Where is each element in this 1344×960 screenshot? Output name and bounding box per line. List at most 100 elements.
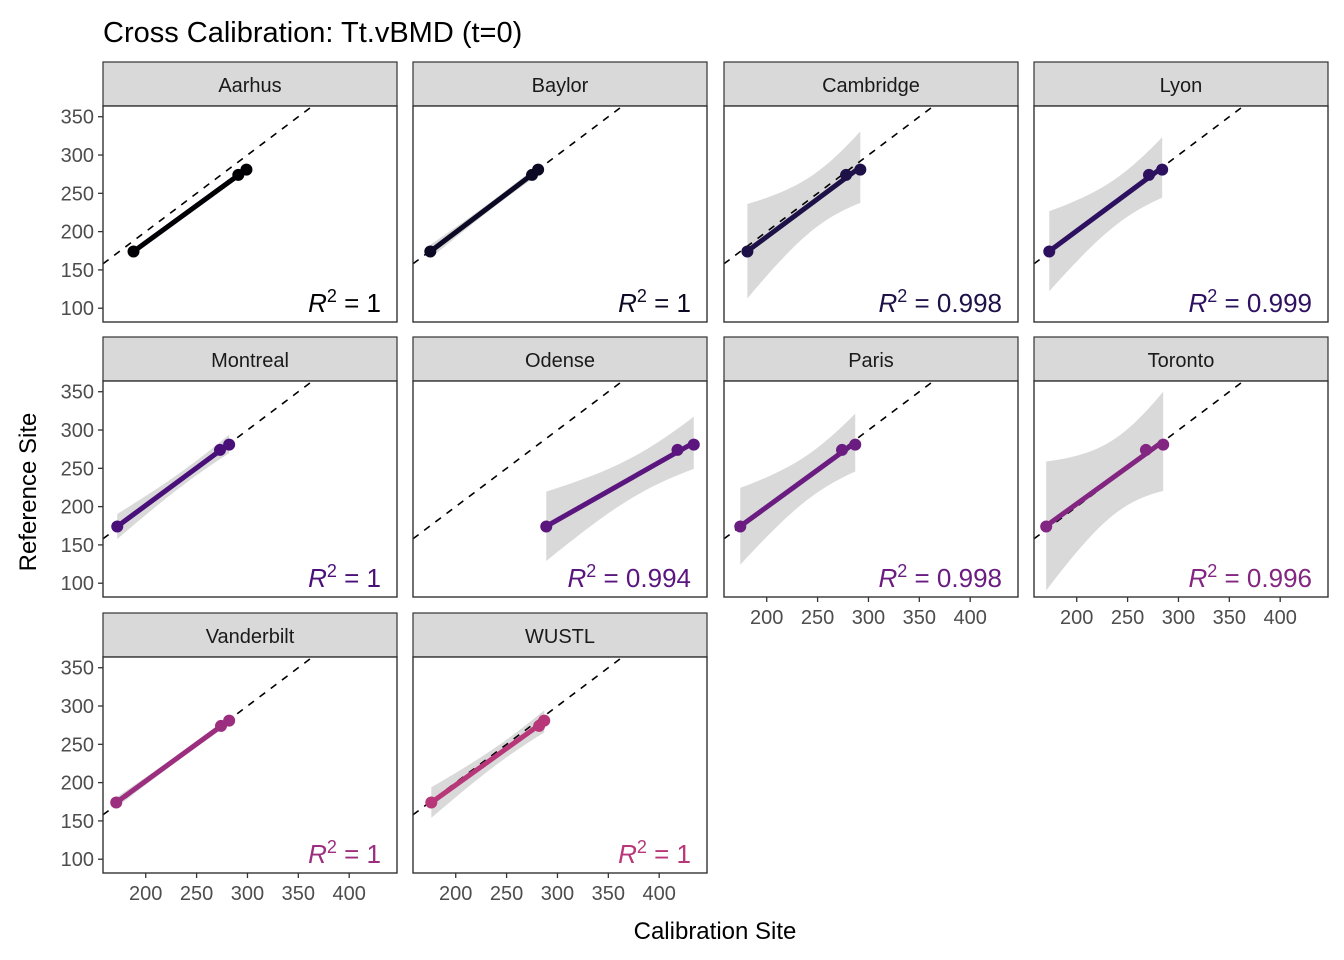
r-squared-equals: = <box>337 839 367 869</box>
r-squared-symbol: R <box>878 288 897 318</box>
y-tick-label: 150 <box>61 260 94 282</box>
x-tick-label: 400 <box>642 883 675 905</box>
facet-strip <box>102 612 398 658</box>
x-tick-label: 300 <box>541 883 574 905</box>
data-point <box>687 438 700 451</box>
r-squared-equals: = <box>337 288 367 318</box>
plot-content <box>1034 106 1245 292</box>
panel-border <box>412 105 708 323</box>
r-squared-exponent: 2 <box>897 286 907 306</box>
y-tick-label: 250 <box>61 183 94 205</box>
x-tick-label: 250 <box>801 607 834 629</box>
x-tick-label: 200 <box>750 607 783 629</box>
facet-strip <box>412 612 708 658</box>
x-tick-label: 400 <box>332 883 365 905</box>
r-squared-value: 0.999 <box>1247 288 1312 318</box>
y-tick-label: 200 <box>61 773 94 795</box>
facet-panel-lyon: Lyon R2 = 0.999 <box>1033 61 1329 323</box>
r-squared-symbol: R <box>1188 563 1207 593</box>
panel-border <box>102 380 398 598</box>
plot-content <box>103 106 314 265</box>
data-point <box>854 163 867 176</box>
data-point <box>1156 163 1169 176</box>
r-squared-value: 1 <box>367 288 381 318</box>
facet-strip-label: Aarhus <box>218 75 281 97</box>
x-tick-label: 350 <box>282 883 315 905</box>
confidence-band <box>1049 137 1163 292</box>
facet-panel-paris: Paris R2 = 0.998 200 250 300 350 400 <box>723 336 1019 629</box>
data-point <box>849 438 862 451</box>
facet-strip-label: Paris <box>848 350 894 372</box>
data-point <box>1043 245 1056 258</box>
r-squared-symbol: R <box>618 839 637 869</box>
x-tick-label: 350 <box>592 883 625 905</box>
r-squared-exponent: 2 <box>327 286 337 306</box>
x-tick-label: 400 <box>1263 607 1296 629</box>
y-tick-label: 300 <box>61 420 94 442</box>
data-point <box>223 438 236 451</box>
data-point <box>425 796 438 809</box>
r-squared-value: 1 <box>677 288 691 318</box>
y-tick-label: 300 <box>61 696 94 718</box>
plot-area <box>103 657 397 873</box>
r-squared-symbol: R <box>308 288 327 318</box>
r-squared-symbol: R <box>308 563 327 593</box>
r-squared-value: 1 <box>367 563 381 593</box>
regression-line <box>737 440 858 529</box>
r-squared-exponent: 2 <box>1207 561 1217 581</box>
r-squared-label: R2 = 0.998 <box>878 286 1002 318</box>
facet-strip-label: Cambridge <box>822 75 920 97</box>
regression-line <box>744 164 863 254</box>
data-point <box>836 443 849 456</box>
r-squared-equals: = <box>596 563 626 593</box>
data-point <box>1142 168 1155 181</box>
r-squared-value: 0.996 <box>1247 563 1312 593</box>
y-tick-label: 100 <box>61 849 94 871</box>
r-squared-label: R2 = 0.994 <box>567 561 691 593</box>
facet-strip <box>412 61 708 107</box>
r-squared-label: R2 = 1 <box>308 837 381 869</box>
data-point <box>127 245 140 258</box>
y-tick-label: 350 <box>61 658 94 680</box>
r-squared-exponent: 2 <box>897 561 907 581</box>
facet-strip-label: Lyon <box>1160 75 1203 97</box>
panel-border <box>102 105 398 323</box>
data-point <box>840 168 853 181</box>
y-tick-label: 300 <box>61 145 94 167</box>
r-squared-exponent: 2 <box>637 837 647 857</box>
x-tick-label: 250 <box>180 883 213 905</box>
x-tick-label: 400 <box>953 607 986 629</box>
data-point <box>1157 438 1170 451</box>
r-squared-label: R2 = 1 <box>618 286 691 318</box>
x-tick-label: 250 <box>1111 607 1144 629</box>
r-squared-equals: = <box>337 563 367 593</box>
data-point <box>223 714 236 727</box>
r-squared-value: 1 <box>367 839 381 869</box>
facet-panel-toronto: Toronto R2 = 0.996 200 250 300 350 400 <box>1033 336 1329 629</box>
plot-content <box>103 381 314 540</box>
facet-strip <box>412 336 708 382</box>
r-squared-symbol: R <box>308 839 327 869</box>
x-tick-label: 350 <box>903 607 936 629</box>
confidence-band <box>747 131 861 299</box>
facet-strip <box>1033 61 1329 107</box>
facet-strip-label: Montreal <box>211 350 289 372</box>
data-point <box>1139 443 1152 456</box>
y-tick-label: 350 <box>61 382 94 404</box>
plot-content <box>103 657 314 816</box>
facet-strip-label: Baylor <box>532 75 589 97</box>
x-tick-label: 200 <box>1060 607 1093 629</box>
y-tick-label: 100 <box>61 298 94 320</box>
data-point <box>424 245 437 258</box>
r-squared-label: R2 = 1 <box>308 286 381 318</box>
data-point <box>532 163 545 176</box>
r-squared-value: 0.994 <box>626 563 691 593</box>
facet-panel-baylor: Baylor R2 = 1 <box>412 61 708 323</box>
r-squared-equals: = <box>1217 563 1247 593</box>
facet-strip <box>723 61 1019 107</box>
panel-border <box>412 380 708 598</box>
plot-content <box>1034 381 1245 591</box>
facet-panel-vanderbilt: Vanderbilt R2 = 1 100 150 200 250 300 350 200 250… <box>61 612 398 905</box>
data-point <box>111 520 124 533</box>
plot-content <box>413 381 700 562</box>
